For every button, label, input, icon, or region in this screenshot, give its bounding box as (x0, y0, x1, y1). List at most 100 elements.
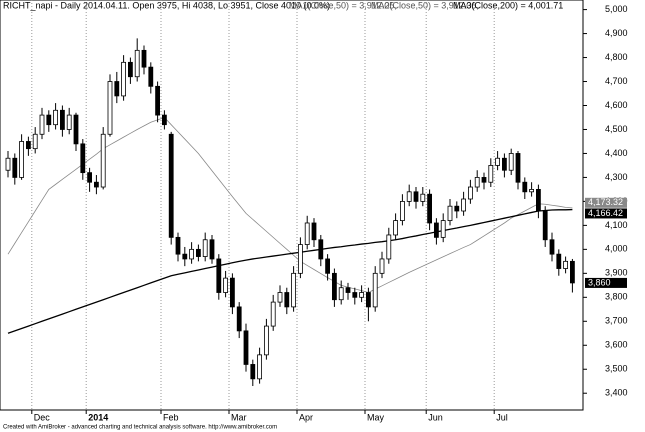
candle-body (141, 49, 147, 68)
price-tag (585, 197, 627, 208)
candle-body (563, 260, 568, 269)
candle-body (80, 143, 86, 174)
price-tag (585, 208, 627, 219)
candle-body (250, 364, 256, 380)
x-tick-label: Feb (163, 412, 179, 422)
x-tick-label: Apr (299, 412, 313, 422)
candle-body (413, 191, 419, 202)
candle-body (53, 109, 58, 126)
candle-body (291, 272, 297, 308)
ma-text: MA3(Close,200) = 4,001.71 (453, 0, 563, 10)
candle-body (345, 287, 351, 293)
y-tick-label: 3,900 (605, 268, 628, 278)
candle-body (556, 253, 562, 269)
candle-body (19, 141, 25, 178)
candle-body (474, 177, 480, 188)
candle-body (189, 248, 195, 260)
candle-body (229, 277, 235, 308)
candle-body (270, 301, 276, 327)
candle-body (73, 114, 79, 145)
candle-body (155, 85, 161, 116)
candle-body (359, 292, 365, 298)
x-tick-label: May (367, 412, 385, 422)
candle-body (325, 258, 331, 274)
candle-body (182, 253, 188, 260)
x-tick-label: Jun (428, 412, 443, 422)
candle-body (311, 222, 317, 241)
candle-body (284, 292, 290, 308)
y-tick-label: 4,800 (605, 52, 628, 62)
candle-body (318, 239, 324, 260)
candle-body (522, 181, 528, 193)
candle-body (195, 248, 201, 257)
y-tick-label: 4,300 (605, 172, 628, 182)
y-tick-label: 5,000 (605, 4, 628, 14)
candle-body (406, 191, 412, 202)
candle-body (399, 201, 405, 221)
candle-body (209, 239, 215, 260)
candle-body (536, 189, 541, 212)
candle-body (257, 354, 263, 380)
candle-body (134, 49, 140, 78)
candle-body (304, 222, 310, 245)
price-tag-label: 3,860 (588, 277, 611, 287)
x-tick-label: Mar (231, 412, 247, 422)
candle-body (447, 205, 453, 221)
y-tick-label: 4,700 (605, 76, 628, 86)
candle-body (121, 61, 126, 97)
candle-body (216, 258, 222, 293)
candle-body (488, 165, 494, 183)
candle-body (467, 186, 473, 200)
ma-text: MA1(Close,50) = 3,912.05, (289, 0, 397, 10)
x-tick-label: 2014 (88, 412, 108, 422)
candle-body (386, 234, 392, 260)
y-tick-label: 3,500 (605, 364, 628, 374)
candle-body (501, 157, 507, 171)
candle-body (243, 330, 249, 365)
candle-body (379, 258, 385, 274)
y-tick-label: 3,700 (605, 316, 628, 326)
y-tick-label: 4,500 (605, 124, 628, 134)
ma-line (7, 208, 573, 334)
y-tick-label: 4,100 (605, 220, 628, 230)
candle-body (529, 189, 534, 193)
candle-body (148, 66, 154, 87)
candle-body (393, 220, 399, 236)
candle-body (508, 153, 514, 171)
candle-body (277, 292, 283, 303)
y-tick-label: 4,400 (605, 148, 628, 158)
candle-body (12, 157, 18, 178)
y-tick-label: 3,600 (605, 340, 628, 350)
price-tag-label: 4,166.42 (588, 208, 623, 218)
plot-frame (0, 0, 584, 411)
candle-body (454, 205, 460, 212)
footer: Created with AmiBroker - advanced charti… (3, 425, 277, 431)
candle-body (5, 157, 11, 171)
y-tick-label: 4,600 (605, 100, 628, 110)
candle-body (331, 272, 337, 301)
candle-body (168, 133, 174, 238)
candle-body (127, 61, 133, 78)
candle-body (570, 260, 575, 284)
candle-body (297, 244, 303, 274)
candle-body (427, 193, 433, 224)
candle-body (175, 236, 181, 255)
candle-body (263, 325, 269, 356)
y-tick-label: 4,900 (605, 28, 628, 38)
candle-body (481, 177, 487, 183)
candle-body (338, 287, 344, 301)
candle-body (107, 81, 113, 135)
candle-body (542, 210, 548, 241)
candle-body (223, 277, 229, 293)
candle-body (94, 181, 99, 188)
candle-body (114, 81, 120, 97)
candle-body (60, 109, 65, 130)
candle-body (25, 141, 31, 150)
price-tag-label: 4,173.32 (588, 197, 623, 207)
candle-body (66, 114, 72, 130)
chart-title: RICHT_napi - Daily 2014.04.11. Open 3975… (3, 0, 330, 10)
candle-body (461, 198, 467, 212)
candle-body (87, 172, 92, 183)
candle-body (32, 133, 38, 150)
ma-text: MA2(Close,50) = 3,912.06, (371, 0, 479, 10)
